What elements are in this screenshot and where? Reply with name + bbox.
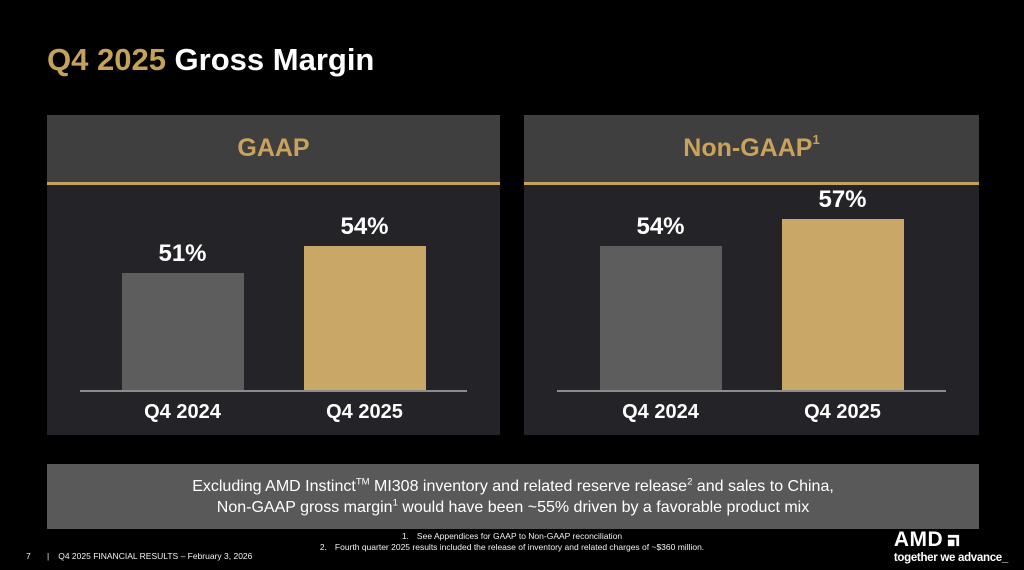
trademark-superscript: TM	[355, 476, 370, 488]
page-number: 7	[26, 551, 31, 561]
amd-logo: AMD together we advance_	[893, 529, 1008, 565]
footnotes: 1. See Appendices for GAAP to Non-GAAP re…	[0, 531, 1024, 552]
non-gaap-category-labels: Q4 2024 Q4 2025	[524, 392, 979, 424]
non-gaap-bar-q4-2025	[781, 219, 904, 390]
footnote-2-superscript: 2	[687, 476, 693, 488]
gaap-x-axis-line	[80, 390, 467, 392]
gaap-panel-header: GAAP	[47, 115, 500, 185]
slide-footer: 7 | Q4 2025 FINANCIAL RESULTS – February…	[26, 551, 252, 561]
gaap-plot-area: 51% 54%	[47, 185, 500, 390]
non-gaap-panel-title: Non-GAAP	[683, 134, 813, 162]
amd-logo-row: AMD	[894, 529, 1008, 551]
gaap-category-labels: Q4 2024 Q4 2025	[47, 392, 500, 424]
non-gaap-x-axis-line	[557, 390, 946, 392]
footnote-1: 1. See Appendices for GAAP to Non-GAAP re…	[401, 531, 623, 541]
category-label: Q4 2025	[326, 401, 403, 423]
non-gaap-chart: 54% 57% Q4 2024 Q4 2025	[524, 185, 979, 435]
gaap-panel: GAAP 51% 54% Q4 2024 Q4 2025	[47, 115, 500, 435]
footer-separator: |	[47, 551, 50, 561]
amd-wordmark: AMD	[893, 528, 944, 551]
gaap-panel-title: GAAP	[237, 134, 310, 162]
bar-value-label: 54%	[340, 213, 389, 240]
non-gaap-plot-area: 54% 57%	[524, 185, 979, 390]
non-gaap-panel: Non-GAAP 1 54% 57% Q4 2024 Q4 2025	[524, 115, 979, 435]
callout-line-1: Excluding AMD InstinctTM MI308 inventory…	[192, 476, 834, 495]
footnote-1-superscript: 1	[392, 497, 398, 509]
amd-tagline: together we advance_	[893, 552, 1008, 564]
category-label: Q4 2024	[622, 401, 699, 423]
amd-arrow-icon	[948, 534, 960, 546]
callout-line-2: Non-GAAP gross margin1 would have been ~…	[216, 497, 810, 516]
page-title: Q4 2025 Gross Margin	[47, 42, 374, 78]
page-title-accent: Q4 2025	[47, 42, 166, 77]
bar-value-label: 51%	[158, 240, 207, 267]
gaap-chart: 51% 54% Q4 2024 Q4 2025	[47, 185, 500, 435]
non-gaap-bar-q4-2024	[599, 246, 722, 390]
gaap-bar-group-q4-2024: 51%	[121, 240, 244, 390]
callout-box: Excluding AMD InstinctTM MI308 inventory…	[47, 464, 979, 529]
category-label: Q4 2025	[804, 401, 881, 423]
bar-value-label: 54%	[636, 213, 685, 240]
non-gaap-bar-group-q4-2024: 54%	[599, 213, 722, 390]
non-gaap-bar-group-q4-2025: 57%	[781, 186, 904, 390]
non-gaap-panel-header: Non-GAAP 1	[524, 115, 979, 185]
gaap-bar-q4-2025	[303, 246, 426, 390]
bar-value-label: 57%	[818, 186, 867, 213]
page-title-rest: Gross Margin	[165, 42, 375, 77]
gaap-bar-group-q4-2025: 54%	[303, 213, 426, 390]
footnote-2: 2. Fourth quarter 2025 results included t…	[319, 541, 705, 552]
footer-text: Q4 2025 FINANCIAL RESULTS – February 3, …	[58, 551, 253, 561]
category-label: Q4 2024	[144, 401, 221, 423]
gaap-bar-q4-2024	[121, 273, 244, 390]
